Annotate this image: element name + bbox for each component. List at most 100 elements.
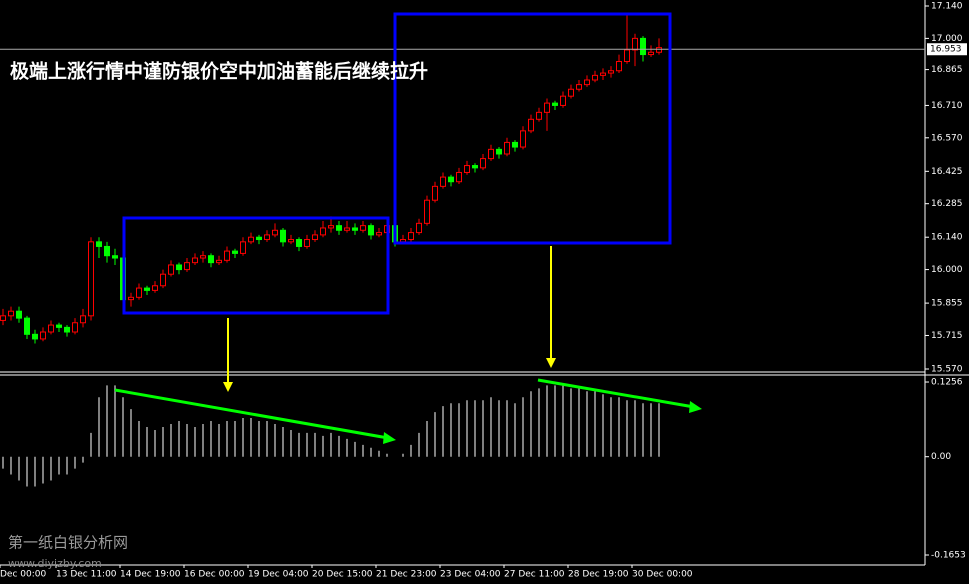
arrow-head — [223, 382, 233, 392]
candle-body — [312, 234, 318, 241]
candle-body — [624, 49, 630, 62]
candle-body — [56, 324, 62, 328]
candle-body — [456, 171, 462, 183]
y-tick-label: 0.00 — [931, 452, 951, 462]
candle-body — [16, 310, 22, 319]
candle-body — [280, 229, 286, 243]
candle-body — [528, 118, 534, 132]
candle-body — [184, 262, 190, 271]
candle-body — [616, 60, 622, 72]
candle-body — [336, 225, 342, 231]
candle-body — [88, 241, 94, 317]
candle-body — [304, 239, 310, 247]
candle-body — [408, 232, 414, 241]
candle-body — [128, 296, 134, 301]
candle-body — [232, 250, 238, 254]
x-tick-label: 19 Dec 04:00 — [248, 570, 309, 580]
candle-body — [272, 229, 278, 236]
y-tick-label: 16.570 — [931, 133, 963, 143]
candle-body — [0, 315, 6, 321]
candle-body — [160, 273, 166, 287]
arrow-head — [546, 358, 556, 368]
y-tick-label: 0.1256 — [931, 378, 963, 388]
candle-body — [608, 70, 614, 74]
candle-body — [152, 285, 158, 291]
candle-body — [240, 241, 246, 254]
candle-body — [80, 315, 86, 324]
candle-body — [656, 47, 662, 53]
frame — [0, 0, 969, 566]
candle-body — [640, 37, 646, 56]
x-tick-label: 30 Dec 00:00 — [632, 570, 693, 580]
trend-arrow — [114, 388, 389, 440]
candle-body — [480, 158, 486, 169]
x-tick-label: 13 Dec 11:00 — [56, 570, 117, 580]
arrow-head — [689, 401, 702, 413]
candle-body — [224, 250, 230, 261]
x-tick-label: 28 Dec 19:00 — [568, 570, 629, 580]
candle-body — [472, 165, 478, 169]
candle-body — [576, 84, 582, 90]
y-tick-label: 15.570 — [931, 364, 963, 374]
candle-body — [512, 141, 518, 148]
highlight-box — [122, 216, 390, 315]
candle-body — [200, 255, 206, 259]
candle-body — [104, 245, 110, 257]
candle-body — [216, 259, 222, 264]
x-tick-label: 16 Dec 00:00 — [184, 570, 245, 580]
candle-body — [376, 232, 382, 236]
candle-body — [96, 241, 102, 247]
candle-body — [496, 148, 502, 155]
y-tick-label: 16.285 — [931, 199, 963, 209]
candle-body — [32, 333, 38, 340]
candle-body — [72, 322, 78, 333]
annotations: 极端上涨行情中谨防银价空中加油蓄能后继续拉升 第一纸白银分析网 www.diyi… — [8, 12, 702, 570]
candle-body — [600, 72, 606, 76]
y-tick-label: 16.710 — [931, 101, 963, 111]
candle-body — [328, 225, 334, 229]
candle-body — [504, 141, 510, 155]
x-tick-label: 23 Dec 04:00 — [440, 570, 501, 580]
candle-body — [584, 79, 590, 86]
candle-body — [632, 37, 638, 51]
x-tick-label: 27 Dec 11:00 — [504, 570, 565, 580]
candle-body — [648, 51, 654, 56]
y-tick-label: 16.140 — [931, 233, 963, 243]
candle-body — [144, 287, 150, 291]
candle-body — [544, 102, 550, 113]
candle-body — [296, 239, 302, 247]
candle-body — [552, 102, 558, 106]
candle-body — [176, 264, 182, 271]
current-price-box — [927, 43, 967, 56]
candle-body — [368, 225, 374, 236]
candle-body — [192, 257, 198, 264]
chart-title: 极端上涨行情中谨防银价空中加油蓄能后继续拉升 — [10, 60, 428, 83]
candle-body — [352, 227, 358, 231]
candle-body — [112, 255, 118, 259]
candle-body — [24, 317, 30, 335]
y-tick-label: 16.425 — [931, 167, 963, 177]
candle-body — [424, 199, 430, 224]
candle-body — [568, 88, 574, 97]
y-tick-label: 15.715 — [931, 331, 963, 341]
watermark-url: www.diyizby.com — [8, 557, 102, 570]
highlight-box — [393, 12, 672, 245]
y-tick-label: 17.140 — [931, 2, 963, 12]
trend-arrow — [537, 378, 695, 409]
watermark: 第一纸白银分析网 — [8, 534, 128, 552]
candle-body — [288, 239, 294, 243]
x-tick-label: 21 Dec 23:00 — [376, 570, 437, 580]
candle-body — [256, 236, 262, 241]
x-tick-label: 14 Dec 19:00 — [120, 570, 181, 580]
candle-body — [560, 95, 566, 106]
candle-body — [48, 324, 54, 333]
y-tick-label: 16.865 — [931, 65, 963, 75]
candle-body — [264, 234, 270, 241]
candle-body — [248, 236, 254, 243]
candle-body — [416, 222, 422, 234]
candle-body — [432, 185, 438, 201]
candle-body — [320, 227, 326, 236]
candle-body — [400, 239, 406, 243]
candle-body — [488, 148, 494, 160]
